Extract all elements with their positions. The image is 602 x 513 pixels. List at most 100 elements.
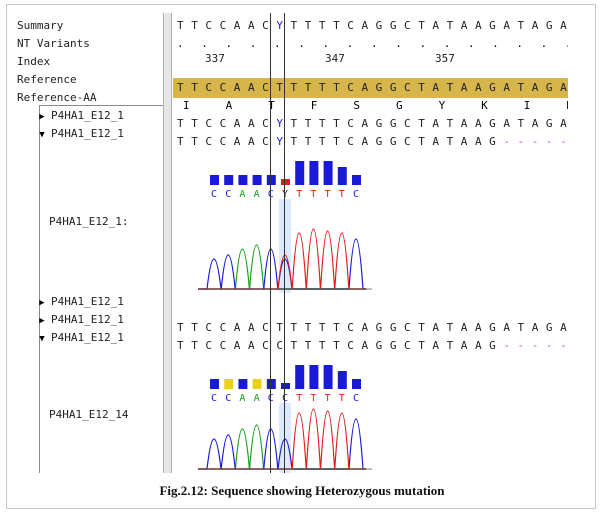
base: T bbox=[304, 19, 312, 32]
called-base: C bbox=[211, 189, 217, 200]
called-base: C bbox=[225, 189, 231, 200]
base: T bbox=[290, 321, 298, 334]
base: A bbox=[247, 321, 255, 334]
nt-variants-label: NT Variants bbox=[17, 37, 90, 50]
reference-seq: TTCCAACTTTTTCAGGCTATAAGATAGATGT bbox=[177, 79, 568, 97]
base: T bbox=[418, 81, 425, 94]
track-4[interactable]: ▶ P4HA1_E12_1 bbox=[37, 311, 124, 329]
quality-bar bbox=[309, 365, 319, 389]
base: T bbox=[418, 117, 425, 130]
base: T bbox=[191, 321, 198, 334]
base: T bbox=[418, 321, 425, 334]
quality-bar bbox=[295, 161, 305, 185]
called-base: Y bbox=[282, 189, 288, 200]
quality-bar bbox=[224, 379, 234, 389]
base: G bbox=[489, 339, 496, 352]
track-4-seq: TTCCAACTTTTTCAGGCTATAAGATAGATGT bbox=[177, 319, 568, 337]
base: C bbox=[219, 117, 227, 130]
called-base: T bbox=[325, 189, 331, 200]
base: A bbox=[531, 19, 539, 32]
base: C bbox=[404, 321, 411, 334]
amino-acid: G bbox=[395, 99, 403, 112]
collapsed-arrow-icon[interactable]: ▶ bbox=[39, 298, 45, 308]
quality-bar bbox=[266, 175, 276, 185]
base: T bbox=[276, 321, 283, 334]
amino-acid: A bbox=[225, 99, 233, 112]
amino-acid: Y bbox=[438, 99, 446, 112]
base: G bbox=[389, 339, 397, 352]
base: A bbox=[460, 135, 468, 148]
column-splitter[interactable] bbox=[163, 13, 172, 473]
amino-acid: F bbox=[310, 99, 318, 112]
base: G bbox=[375, 339, 383, 352]
base: T bbox=[177, 321, 184, 334]
variant-highlight bbox=[279, 403, 291, 473]
base: G bbox=[489, 117, 496, 130]
expanded-arrow-icon[interactable]: ▼ bbox=[39, 334, 45, 344]
called-base: T bbox=[325, 393, 331, 404]
base: C bbox=[347, 19, 354, 32]
base: A bbox=[560, 117, 567, 130]
base: A bbox=[474, 19, 482, 32]
base: C bbox=[205, 339, 212, 352]
called-base: T bbox=[310, 393, 316, 404]
quality-bar bbox=[323, 365, 333, 389]
called-base: C bbox=[211, 393, 217, 404]
sequence-area: TTCCAACYTTTTCAGGCTATAAGATAGATGT . . . . … bbox=[173, 13, 568, 473]
expanded-arrow-icon[interactable]: ▼ bbox=[39, 130, 45, 140]
track-3[interactable]: ▶ P4HA1_E12_1 bbox=[37, 293, 124, 311]
chromatogram-1-label: P4HA1_E12_1: bbox=[49, 215, 129, 228]
base: A bbox=[474, 81, 482, 94]
base: T bbox=[304, 81, 312, 94]
summary-seq: TTCCAACYTTTTCAGGCTATAAGATAGATGT bbox=[177, 17, 568, 35]
base: T bbox=[333, 19, 340, 32]
collapsed-arrow-icon[interactable]: ▶ bbox=[39, 316, 45, 326]
base: C bbox=[205, 321, 212, 334]
amino-acid: I bbox=[523, 99, 531, 112]
base: T bbox=[318, 117, 326, 130]
base: A bbox=[460, 321, 468, 334]
base: C bbox=[262, 339, 269, 352]
base: A bbox=[560, 19, 567, 32]
quality-bar bbox=[352, 379, 361, 389]
base: T bbox=[304, 339, 312, 352]
base: T bbox=[177, 135, 184, 148]
index-label: Index bbox=[17, 55, 51, 68]
collapsed-arrow-icon[interactable]: ▶ bbox=[39, 112, 45, 122]
base: A bbox=[247, 339, 255, 352]
amino-acid: I bbox=[183, 99, 190, 112]
track-5[interactable]: ▼ P4HA1_E12_1 bbox=[37, 329, 124, 347]
track-1[interactable]: ▶ P4HA1_E12_1 bbox=[37, 107, 124, 125]
base: T bbox=[446, 135, 454, 148]
base: C bbox=[262, 19, 269, 32]
base: C bbox=[219, 135, 227, 148]
base: A bbox=[531, 81, 539, 94]
base: C bbox=[404, 19, 411, 32]
base: - bbox=[517, 135, 525, 148]
base: A bbox=[432, 321, 439, 334]
index-347: 347 bbox=[325, 52, 345, 65]
called-base: A bbox=[254, 393, 260, 404]
called-base: A bbox=[254, 189, 260, 200]
quality-bar bbox=[224, 175, 234, 185]
base: C bbox=[262, 321, 269, 334]
base: T bbox=[517, 117, 525, 130]
base: A bbox=[560, 81, 567, 94]
base: T bbox=[517, 81, 525, 94]
base: C bbox=[205, 117, 212, 130]
base: A bbox=[503, 321, 510, 334]
base: T bbox=[418, 339, 425, 352]
base: C bbox=[219, 321, 227, 334]
trace-c bbox=[198, 238, 367, 290]
base: G bbox=[489, 81, 496, 94]
base: T bbox=[333, 81, 340, 94]
called-base: A bbox=[239, 393, 245, 404]
base: C bbox=[219, 19, 227, 32]
base: C bbox=[276, 339, 283, 352]
base: T bbox=[191, 117, 198, 130]
track-2[interactable]: ▼ P4HA1_E12_1 bbox=[37, 125, 124, 143]
summary-label: Summary bbox=[17, 19, 64, 32]
base: C bbox=[262, 135, 269, 148]
quality-bar bbox=[323, 161, 333, 185]
